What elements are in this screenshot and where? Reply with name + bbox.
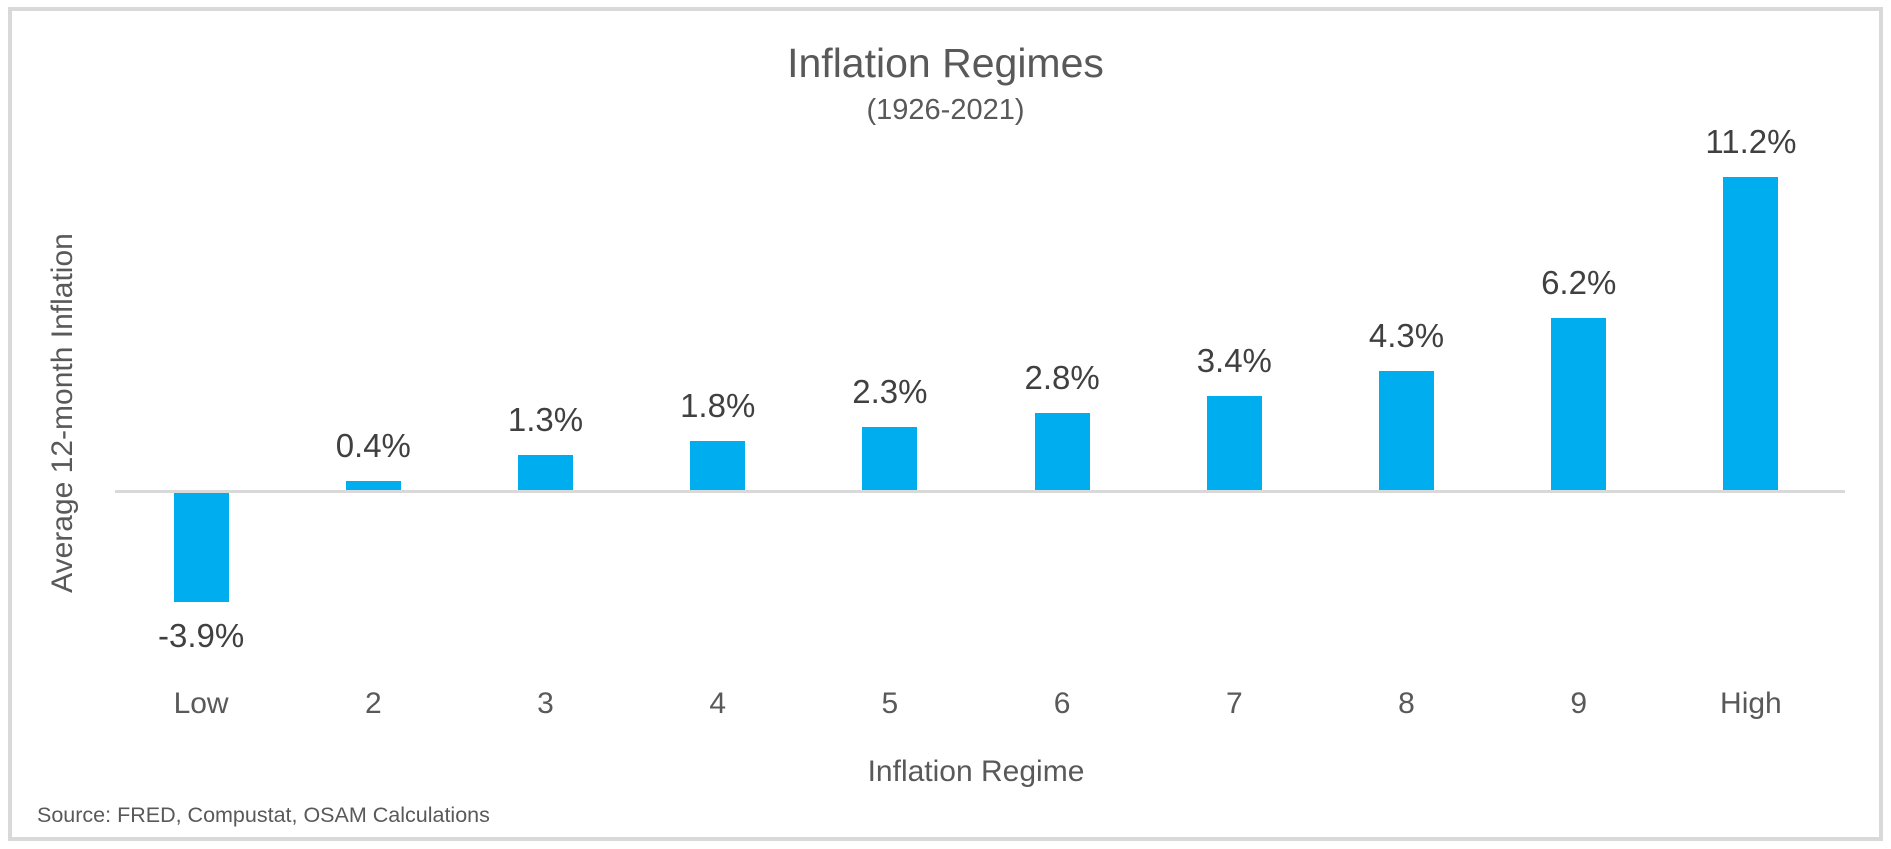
source-note: Source: FRED, Compustat, OSAM Calculatio… xyxy=(37,803,490,827)
chart-subtitle: (1926-2021) xyxy=(866,94,1025,126)
chart-frame xyxy=(8,7,1883,841)
y-axis-title: Average 12-month Inflation xyxy=(46,233,79,593)
x-axis-title: Inflation Regime xyxy=(867,755,1085,788)
zero-axis-line xyxy=(115,490,1845,493)
chart-title: Inflation Regimes xyxy=(787,40,1104,86)
